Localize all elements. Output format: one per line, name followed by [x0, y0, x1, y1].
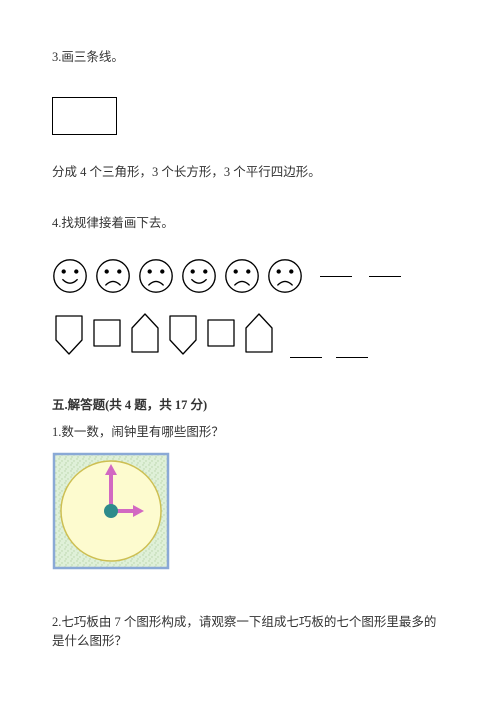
q3-rectangle: [52, 97, 117, 135]
pentagon-up-icon: [128, 310, 162, 358]
answer-blank[interactable]: [320, 276, 352, 277]
q4-title: 4.找规律接着画下去。: [52, 214, 448, 233]
q5-1-title: 1.数一数，闹钟里有哪些图形？: [52, 423, 448, 442]
answer-blank[interactable]: [369, 276, 401, 277]
sad-face-icon: [138, 258, 174, 294]
answer-blank[interactable]: [336, 357, 368, 358]
clock-figure: [52, 452, 448, 575]
answer-blank[interactable]: [290, 357, 322, 358]
q3-title: 3.画三条线。: [52, 48, 448, 67]
sad-face-icon: [267, 258, 303, 294]
q5-2-title: 2.七巧板由 7 个图形构成，请观察一下组成七巧板的七个图形里最多的是什么图形？: [52, 613, 448, 651]
square-icon: [204, 310, 238, 358]
section5-title: 五.解答题(共 4 题，共 17 分): [52, 394, 448, 413]
sad-face-icon: [224, 258, 260, 294]
pentagon-down-icon: [166, 310, 200, 358]
clock-icon: [52, 452, 170, 570]
happy-face-icon: [52, 258, 88, 294]
sad-face-icon: [95, 258, 131, 294]
happy-face-icon: [181, 258, 217, 294]
square-icon: [90, 310, 124, 358]
pentagon-down-icon: [52, 310, 86, 358]
q3-caption: 分成 4 个三角形，3 个长方形，3 个平行四边形。: [52, 163, 448, 182]
pentagon-up-icon: [242, 310, 276, 358]
q4-faces-row: [52, 258, 448, 294]
q4-shapes-row: [52, 310, 448, 358]
